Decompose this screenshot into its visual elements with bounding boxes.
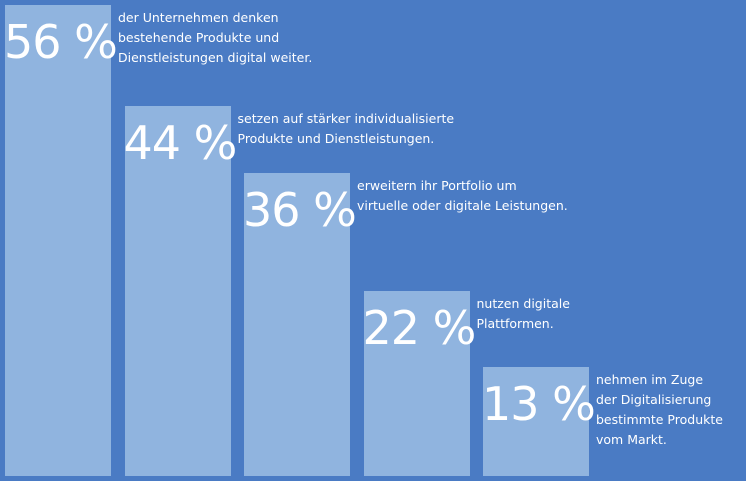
- description-line: Plattformen.: [476, 315, 554, 331]
- description-line: vom Markt.: [596, 431, 667, 447]
- bar-22: [363, 290, 470, 476]
- description-line: Produkte und Dienstleistungen.: [237, 130, 435, 146]
- bar-13: [483, 366, 589, 476]
- bar-description: nutzen digitale Plattformen.: [477, 294, 570, 334]
- bar-36: [244, 173, 350, 476]
- bar-value-label: 56 %: [4, 15, 118, 69]
- description-line: virtuelle oder digitale Leistungen.: [357, 198, 568, 214]
- description-line: Dienstleistungen digital weiter.: [118, 50, 313, 65]
- bar-44: [124, 105, 231, 476]
- bar-description: erweitern ihr Portfolio um virtuelle oder…: [357, 176, 568, 216]
- bar-description: setzen auf stärker individualisierte Prod…: [238, 109, 455, 149]
- description-line: der Digitalisierung: [596, 391, 712, 407]
- bar-value-label: 44 %: [123, 115, 238, 170]
- bar-56: [5, 5, 111, 476]
- description-line: erweitern ihr Portfolio um: [357, 178, 517, 194]
- bar-value-label: 36 %: [243, 183, 357, 238]
- description-line: nutzen digitale: [476, 295, 570, 311]
- description-line: bestehende Produkte und: [118, 30, 280, 45]
- description-line: der Unternehmen denken: [118, 10, 279, 25]
- bar-value-label: 22 %: [362, 300, 477, 355]
- description-line: setzen auf stärker individualisierte: [237, 110, 455, 126]
- bar-description: der Unternehmen denken bestehende Produkt…: [118, 8, 312, 68]
- bar-description: nehmen im Zuge der Digitalisierung bestimm…: [596, 370, 723, 450]
- bar-value-label: 13 %: [482, 376, 596, 431]
- description-line: bestimmte Produkte: [596, 411, 723, 427]
- description-line: nehmen im Zuge: [596, 371, 704, 387]
